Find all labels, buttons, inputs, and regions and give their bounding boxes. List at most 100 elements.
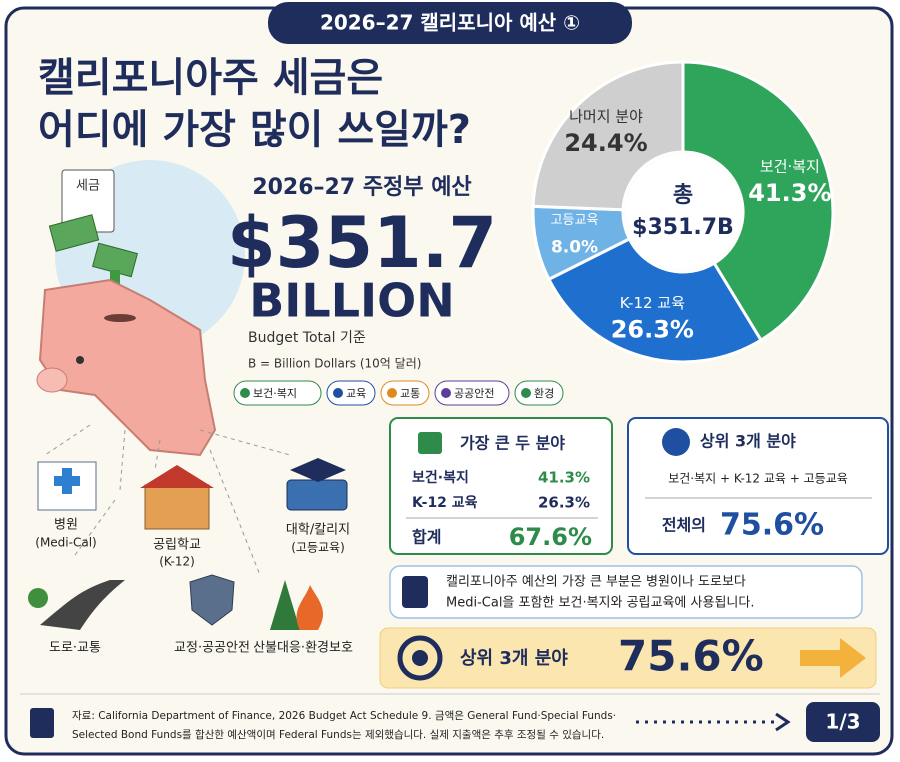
tag-icon (240, 388, 250, 398)
place-label: 교정·공공안전 (174, 641, 250, 656)
source-line: 자료: California Department of Finance, 20… (72, 710, 616, 722)
slice-label: 보건·복지 (760, 158, 820, 176)
fire (296, 585, 324, 630)
source-line: Selected Bond Funds를 합산한 예산액이며 Federal F… (72, 728, 604, 741)
tag-icon (387, 388, 397, 398)
tags: 보건·복지 교육 교통 공공안전 환경 (233, 380, 564, 406)
tree (28, 588, 48, 608)
tag-icon (441, 388, 451, 398)
bill-label: 세금 (76, 179, 100, 194)
connector (74, 499, 116, 556)
tag-label: 공공안전 (454, 387, 494, 400)
donut-hole (625, 154, 741, 270)
center-label: 총 (673, 183, 693, 208)
place-label: 도로·교통 (49, 641, 101, 656)
dotted-arrow (775, 712, 791, 732)
grad-cap (290, 458, 346, 482)
total-value: 67.6% (509, 523, 592, 551)
row-value: 26.3% (538, 494, 590, 512)
place-label: 병원 (54, 518, 78, 533)
tag-icon (333, 388, 343, 398)
school-roof (140, 465, 214, 488)
donut-chart: 보건·복지 41.3% K-12 교육 26.3% 고등교육 8.0% 나머지 분야 24.4… (531, 60, 835, 364)
pig-snout (36, 367, 68, 393)
tag-label: 보건·복지 (253, 387, 297, 400)
header-badge (268, 2, 632, 44)
place-label: (Medi-Cal) (35, 536, 96, 550)
slice-label: K-12 교육 (620, 294, 685, 312)
badge-icon (189, 574, 235, 626)
row-value: 41.3% (538, 469, 590, 487)
tag (434, 380, 510, 406)
place-label: (K-12) (159, 555, 195, 569)
slice-value: 26.3% (611, 316, 694, 344)
place-label: 공립학교 (153, 538, 201, 553)
tag (514, 380, 564, 406)
slice (681, 60, 835, 343)
slice-label: 나머지 분야 (569, 108, 643, 126)
budget-unit: BILLION (249, 274, 455, 328)
summary-line: 캘리포니아주 예산의 가장 큰 부분은 병원이나 도로보다 (446, 575, 746, 590)
tag-icon (521, 388, 531, 398)
slice-value: 24.4% (564, 129, 647, 157)
top-three-label: 전체의 (662, 516, 706, 535)
slice (546, 236, 764, 364)
budget-label: 2026–27 주정부 예산 (252, 175, 471, 200)
clipboard-icon (402, 576, 428, 608)
summary-box (389, 565, 863, 619)
slice-value: 41.3% (748, 179, 831, 207)
header-text: 2026–27 캘리포니아 예산 ① (320, 11, 580, 35)
money (48, 214, 100, 252)
center-value: $351.7B (632, 215, 734, 240)
place-label: 산불대응·환경보호 (253, 641, 353, 656)
connector (44, 424, 91, 456)
budget-basis: Budget Total 기준 (248, 330, 366, 346)
top-three-card (627, 417, 889, 555)
highlight-value: 75.6% (618, 632, 764, 681)
tag (233, 380, 322, 406)
page-number: 1/3 (825, 710, 860, 734)
highlight-box (379, 627, 877, 689)
row-label: K-12 교육 (412, 495, 478, 511)
card-title: 상위 3개 분야 (700, 432, 796, 451)
tag (380, 380, 430, 406)
tag (326, 380, 376, 406)
books-icon (286, 479, 348, 511)
title-line: 캘리포니아주 세금은 (38, 55, 383, 101)
arrow (800, 638, 866, 678)
slice-value: 8.0% (551, 238, 598, 258)
total-label: 합계 (412, 528, 441, 547)
tree (270, 580, 300, 630)
hospital-cross (54, 468, 80, 494)
budget-amount: $351.7 (227, 202, 497, 284)
tag-label: 교통 (400, 387, 420, 400)
school-icon (144, 484, 210, 530)
formula: 보건·복지 + K-12 교육 + 고등교육 (668, 472, 848, 486)
tag-label: 교육 (346, 387, 366, 400)
connector (119, 429, 126, 491)
top-three-value: 75.6% (720, 508, 824, 543)
chart-icon (418, 432, 442, 454)
place-label: 대학/칼리지 (286, 523, 350, 538)
top-two-card (389, 417, 613, 555)
doc-icon (30, 708, 54, 738)
place-label: (고등교육) (291, 541, 345, 555)
people-icon (662, 428, 690, 456)
road-icon (40, 580, 125, 630)
title-line: 어디에 가장 많이 쓰일까? (38, 107, 471, 153)
pig-eye (76, 356, 84, 364)
card-title: 가장 큰 두 분야 (460, 434, 565, 453)
budget-note: B = Billion Dollars (10억 달러) (248, 357, 421, 371)
target-icon (412, 650, 428, 666)
highlight-label: 상위 3개 분야 (460, 648, 568, 669)
places (44, 424, 291, 576)
coin-slot (104, 314, 136, 322)
target-icon (397, 635, 443, 681)
page-badge (806, 702, 880, 742)
connector (209, 449, 261, 576)
summary-line: Medi-Cal을 포함한 보건·복지와 공립교육에 사용됩니다. (446, 596, 754, 611)
connector (154, 439, 161, 471)
